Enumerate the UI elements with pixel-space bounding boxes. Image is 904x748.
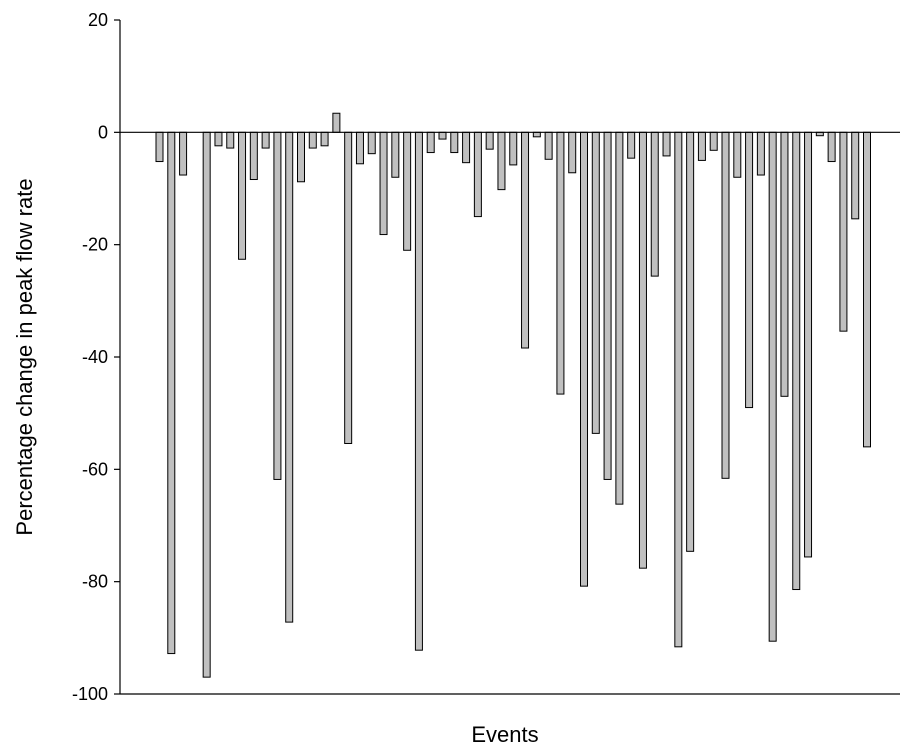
bar (473, 131, 482, 218)
bar (580, 131, 588, 587)
bar (756, 131, 765, 176)
bars-group (155, 112, 871, 678)
bar (179, 131, 188, 176)
y-tick-label: -20 (82, 235, 108, 255)
bar (745, 131, 754, 409)
bar (568, 131, 577, 174)
bar (403, 131, 412, 251)
x-axis-title: Events (471, 722, 538, 747)
bar (285, 131, 294, 623)
bar (297, 131, 305, 183)
bar (426, 131, 435, 154)
y-tick-label: 20 (88, 10, 108, 30)
bar (662, 131, 671, 157)
bar (768, 131, 777, 642)
bar (238, 131, 247, 260)
bar (462, 131, 471, 164)
bar (556, 131, 565, 395)
y-tick-label: -40 (82, 347, 108, 367)
bar (709, 131, 718, 151)
bar (851, 131, 860, 220)
bar (273, 131, 282, 480)
bar (202, 131, 211, 678)
bar (780, 131, 789, 397)
bar (214, 131, 223, 147)
y-tick-label: -60 (82, 459, 108, 479)
bar (485, 131, 494, 150)
bar (674, 131, 683, 648)
bar (450, 131, 459, 154)
bar (627, 131, 636, 159)
bar (261, 131, 270, 149)
bar (544, 131, 553, 160)
bar (792, 131, 801, 591)
bar (603, 131, 612, 480)
y-axis-title: Percentage change in peak flow rate (12, 178, 37, 535)
bar (249, 131, 258, 181)
bar (414, 131, 423, 651)
bar (686, 131, 695, 552)
bar (509, 131, 518, 166)
bar (497, 131, 506, 191)
bar (615, 131, 624, 505)
bar (521, 131, 530, 349)
bar (438, 131, 447, 140)
y-tick-label: 0 (98, 122, 108, 142)
bar (697, 131, 706, 161)
bar (344, 131, 353, 444)
bar (804, 131, 813, 558)
y-ticks-group: 20 0 -20 -40 -60 -80 -100 (72, 10, 120, 704)
bar (733, 131, 742, 178)
bar (839, 131, 848, 332)
bar (591, 131, 600, 434)
bar (155, 131, 164, 163)
bar (863, 131, 871, 448)
bar (638, 131, 647, 569)
y-tick-label: -100 (72, 684, 108, 704)
bar (827, 131, 836, 163)
bar (355, 131, 364, 165)
bar (226, 131, 235, 149)
bar (167, 131, 176, 655)
bar (650, 131, 659, 277)
bar (721, 131, 730, 479)
y-tick-label: -80 (82, 572, 108, 592)
bar (532, 131, 541, 138)
bar (332, 112, 341, 133)
bar (320, 131, 329, 147)
bar (391, 131, 400, 178)
bar (379, 131, 388, 236)
bar (308, 131, 317, 149)
bar (367, 131, 376, 155)
